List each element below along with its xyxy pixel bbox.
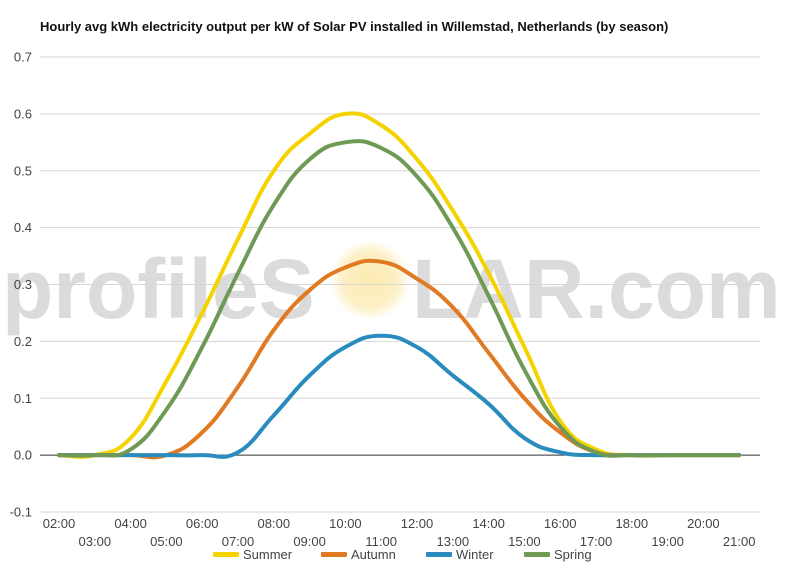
legend-label-autumn: Autumn: [351, 547, 396, 562]
watermark-text-left: profileS: [2, 242, 315, 336]
watermark: profileS LAR.com: [2, 240, 781, 336]
y-axis: -0.1 0.0 0.1 0.2 0.3 0.4 0.5 0.6 0.7: [10, 50, 32, 520]
x-tick-label: 04:00: [114, 516, 147, 531]
x-tick-label: 11:00: [365, 534, 397, 549]
legend-swatch-summer: [213, 552, 239, 557]
series-line-winter: [57, 333, 742, 459]
y-tick-label: 0.6: [14, 106, 32, 121]
x-tick-label: 05:00: [150, 534, 183, 549]
x-tick-label: 17:00: [580, 534, 613, 549]
y-tick-label: 0.3: [14, 277, 32, 292]
x-tick-label: 14:00: [472, 516, 505, 531]
y-tick-label: 0.2: [14, 334, 32, 349]
legend-swatch-spring: [524, 552, 550, 557]
x-tick-label: 19:00: [651, 534, 684, 549]
x-tick-label: 08:00: [258, 516, 291, 531]
x-tick-label: 10:00: [329, 516, 362, 531]
legend-swatch-autumn: [321, 552, 347, 557]
legend-swatch-winter: [426, 552, 452, 557]
x-tick-label: 07:00: [222, 534, 255, 549]
x-tick-label: 13:00: [437, 534, 470, 549]
x-tick-label: 16:00: [544, 516, 577, 531]
watermark-text-right: LAR.com: [412, 242, 781, 336]
legend-label-winter: Winter: [456, 547, 494, 562]
series-lines: [57, 111, 742, 460]
x-axis: 02:0003:0004:0005:0006:0007:0008:0009:00…: [43, 516, 756, 549]
y-tick-label: 0.4: [14, 220, 32, 235]
grid: [40, 56, 760, 513]
chart-title: Hourly avg kWh electricity output per kW…: [40, 19, 669, 34]
x-tick-label: 12:00: [401, 516, 434, 531]
series-line-spring: [57, 139, 742, 458]
x-tick-label: 15:00: [508, 534, 541, 549]
x-tick-label: 20:00: [687, 516, 720, 531]
y-tick-label: 0.7: [14, 50, 32, 65]
y-tick-label: 0.1: [14, 391, 32, 406]
y-tick-label: 0.5: [14, 163, 32, 178]
x-tick-label: 06:00: [186, 516, 219, 531]
legend-label-spring: Spring: [554, 547, 592, 562]
y-tick-label: -0.1: [10, 505, 32, 520]
x-tick-label: 18:00: [616, 516, 649, 531]
x-tick-label: 02:00: [43, 516, 76, 531]
x-tick-label: 21:00: [723, 534, 756, 549]
y-tick-label: 0.0: [14, 448, 32, 463]
legend-label-summer: Summer: [243, 547, 293, 562]
watermark-sun-icon: [330, 240, 410, 320]
legend: Summer Autumn Winter Spring: [213, 547, 592, 562]
x-tick-label: 03:00: [79, 534, 112, 549]
x-tick-label: 09:00: [293, 534, 326, 549]
